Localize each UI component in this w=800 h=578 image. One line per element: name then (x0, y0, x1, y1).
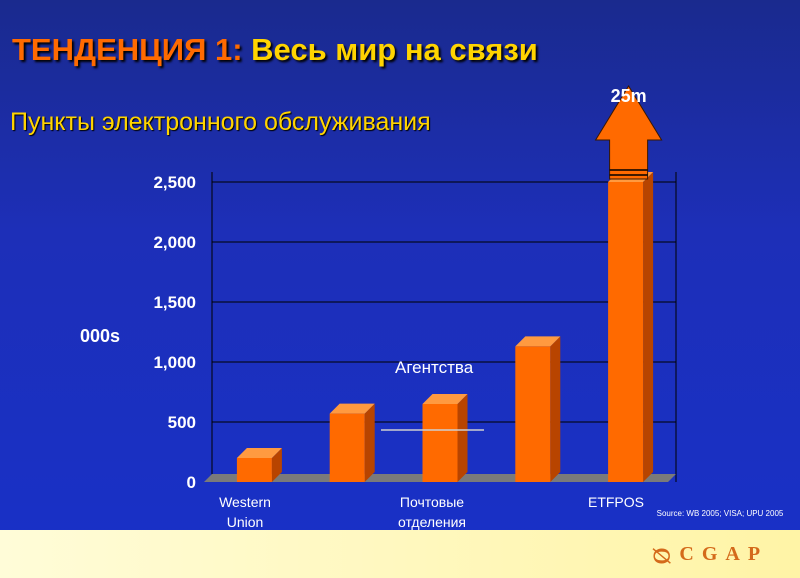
y-tick-label: 2,500 (153, 173, 196, 192)
title-prefix: ТЕНДЕНЦИЯ 1: (12, 32, 243, 67)
bar-top (329, 403, 375, 414)
up-arrow-icon (594, 85, 663, 180)
bar (515, 346, 551, 482)
bar (329, 413, 365, 482)
x-category-label: Western (219, 494, 271, 510)
cgap-logo-text: CGAP (679, 542, 769, 565)
top-value-label: 25m (611, 86, 647, 106)
x-category-label: ETFPOS (588, 494, 644, 510)
x-category-label: Union (227, 514, 264, 530)
footer-band (0, 530, 800, 578)
bar-side (643, 172, 654, 482)
source-note: Source: WB 2005; VISA; UPU 2005 (656, 509, 784, 518)
bar-side (271, 448, 282, 482)
y-tick-label: 0 (187, 473, 196, 492)
slide-title: ТЕНДЕНЦИЯ 1: Весь мир на связи (12, 32, 538, 68)
cgap-mark-icon: ᴓ (652, 536, 672, 572)
cgap-logo: ᴓ CGAP (652, 536, 769, 572)
bar (608, 182, 644, 482)
bar (236, 458, 272, 482)
y-axis-label: 000s (80, 326, 120, 346)
agencies-annotation: Агентства (395, 358, 474, 377)
bar-side (364, 403, 375, 482)
bar-side (550, 336, 561, 482)
slide-subtitle: Пункты электронного обслуживания (10, 108, 431, 136)
bar-side (457, 394, 468, 482)
title-main: Весь мир на связи (242, 32, 538, 67)
bar-chart: 0 500 1,000 1,500 2,000 2,500 000s 25m Агентства… (80, 85, 677, 530)
x-category-label: Почтовые (400, 494, 464, 510)
bar-top (236, 448, 282, 458)
y-tick-label: 2,000 (153, 233, 196, 252)
bar-top (515, 336, 561, 347)
bar (422, 404, 458, 482)
y-tick-label: 1,500 (153, 293, 196, 312)
x-category-label: отделения (398, 514, 466, 530)
bar-top (422, 394, 468, 404)
y-tick-label: 500 (168, 413, 196, 432)
y-tick-label: 1,000 (153, 353, 196, 372)
